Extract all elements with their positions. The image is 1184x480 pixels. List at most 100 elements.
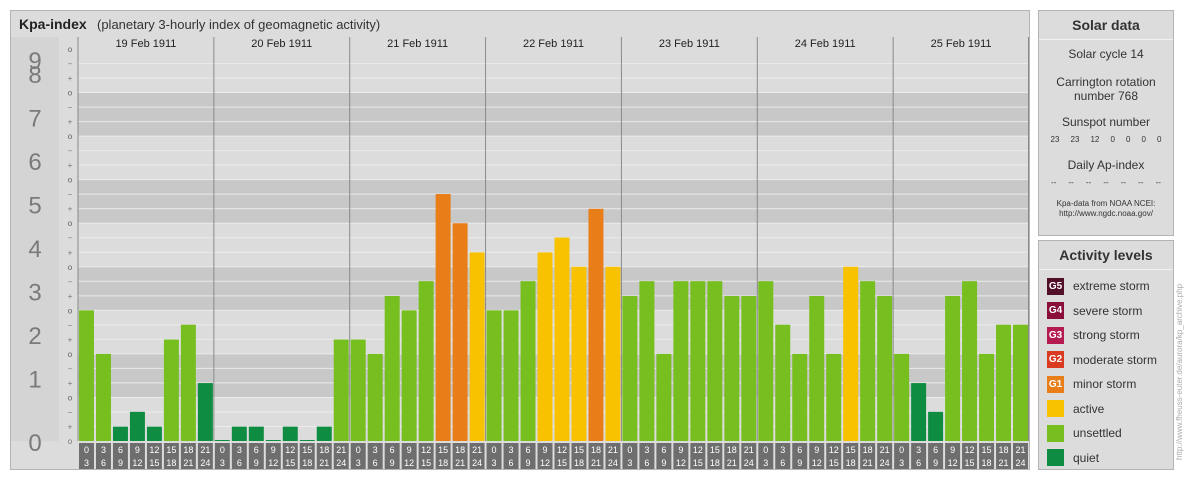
minor-axis-column [59,37,78,441]
activity-level-swatch [1047,424,1064,442]
activity-level-minor-storm: G1 minor storm [1039,372,1173,397]
interval-start-label: 0 [356,445,361,455]
activity-level-active: active [1039,397,1173,422]
interval-end-label: 24 [880,458,890,468]
kp-bar [486,310,502,441]
kp-bar [316,426,332,441]
interval-cell [554,443,570,469]
minor-tick-label: + [68,161,73,170]
ap-value: -- [1155,178,1161,187]
interval-cell [911,443,927,469]
activity-level-label: severe storm [1073,303,1143,318]
interval-end-label: 9 [933,458,938,468]
interval-end-label: 3 [627,458,632,468]
interval-cell [945,443,961,469]
kp-bar [877,295,893,441]
minor-tick-label: o [68,263,73,272]
ap-value: -- [1138,178,1144,187]
activity-level-swatch: G4 [1047,302,1064,320]
interval-start-label: 6 [390,445,395,455]
interval-start-label: 18 [455,445,465,455]
minor-tick-label: o [68,89,73,98]
interval-cell [724,443,740,469]
interval-cell [673,443,689,469]
activity-level-unsettled: unsettled [1039,421,1173,446]
sunspot-value: 0 [1141,135,1146,144]
interval-end-label: 3 [899,458,904,468]
interval-cell [622,443,638,469]
chart-subtitle: (planetary 3-hourly index of geomagnetic… [97,17,381,32]
minor-tick-label: o [68,132,73,141]
sunspot-value: 0 [1125,135,1131,144]
minor-tick-label: o [68,437,73,446]
interval-start-label: 12 [149,445,159,455]
kp-bar [673,281,689,441]
interval-end-label: 3 [763,458,768,468]
activity-level-quiet: quiet [1039,446,1173,471]
interval-cell [605,443,621,469]
level-band [78,223,1029,267]
minor-tick-label: o [68,393,73,402]
minor-tick-label: − [68,147,73,156]
minor-tick-label: o [68,176,73,185]
kp-bar [180,324,196,441]
interval-start-label: 21 [336,445,346,455]
interval-start-label: 15 [574,445,584,455]
interval-cell [384,443,400,469]
carrington-line-2: number 768 [1073,89,1139,103]
kpa-chart: 0123456789o+−oo+−oo+−oo+−oo+−oo+−oo+−oo+… [11,37,1029,469]
kp-bar [656,353,672,441]
interval-end-label: 24 [744,458,754,468]
interval-cell [112,443,128,469]
interval-cell [979,443,995,469]
ap-values: -- -- -- -- -- -- -- [1039,178,1173,187]
activity-level-swatch [1047,400,1064,418]
solar-cycle: Solar cycle 14 [1068,47,1144,61]
interval-end-label: 12 [132,458,142,468]
solar-data-panel: Solar data Solar cycle 14 Carrington rot… [1038,10,1174,236]
interval-cell [588,443,604,469]
interval-cell [809,443,825,469]
interval-start-label: 15 [846,445,856,455]
interval-start-label: 6 [526,445,531,455]
interval-end-label: 15 [557,458,567,468]
interval-cell [571,443,587,469]
kp-bar [554,237,570,441]
minor-tick-label: o [68,306,73,315]
ap-value: -- [1085,178,1092,187]
interval-cell [163,443,179,469]
interval-cell [418,443,434,469]
kp-bar [214,440,230,441]
interval-cell [265,443,281,469]
source-line-1: Kpa-data from NOAA NCEI: [1056,199,1156,208]
minor-tick-label: + [68,379,73,388]
interval-end-label: 21 [183,458,193,468]
interval-end-label: 6 [509,458,514,468]
interval-end-label: 18 [710,458,720,468]
interval-end-label: 9 [390,458,395,468]
interval-cell [435,443,451,469]
kp-bar [367,353,383,441]
minor-tick-label: o [68,219,73,228]
kp-bar [282,426,298,441]
minor-tick-label: + [68,292,73,301]
day-label: 20 Feb 1911 [251,38,312,50]
activity-level-label: strong storm [1073,328,1140,343]
solar-data-title: Solar data [1039,11,1173,40]
kp-bar [894,353,910,441]
minor-tick-label: + [68,118,73,127]
activity-level-swatch: G2 [1047,351,1064,369]
source-link[interactable]: http://www.ngdc.noaa.gov/ [1059,209,1153,218]
interval-cell [656,443,672,469]
kp-bar [112,426,128,441]
minor-tick-label: − [68,103,73,112]
minor-tick-label: + [68,74,73,83]
minor-tick-label: − [68,321,73,330]
interval-end-label: 12 [812,458,822,468]
kp-bar [435,194,451,441]
y-tick-label: 1 [28,367,41,394]
kp-bar [452,223,468,441]
interval-cell [469,443,485,469]
interval-start-label: 18 [999,445,1009,455]
interval-start-label: 6 [797,445,802,455]
